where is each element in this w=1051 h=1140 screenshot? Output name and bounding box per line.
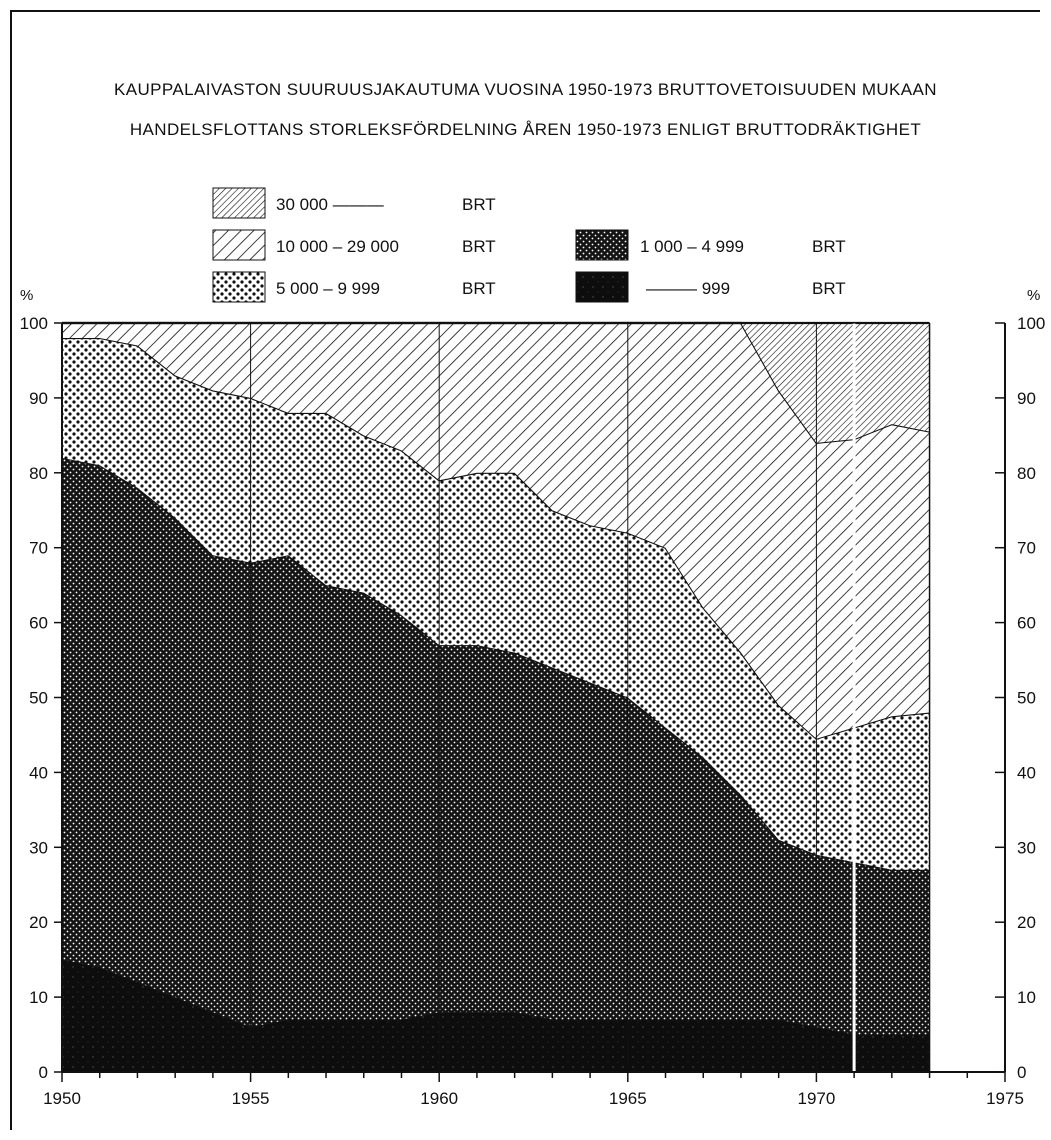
- y-tick-label-right: 30: [1017, 838, 1036, 857]
- area-10000-29000: [62, 323, 930, 739]
- x-tick-label: 1970: [797, 1089, 835, 1108]
- area-5000-9999: [62, 337, 930, 870]
- chart-frame: [10, 10, 1040, 1130]
- legend-unit-label: BRT: [462, 237, 496, 256]
- area-30000-plus: [62, 323, 930, 443]
- y-tick-label-right: 50: [1017, 689, 1036, 708]
- area-under-999: [62, 959, 930, 1072]
- y-unit-label-right: %: [1027, 287, 1040, 304]
- y-tick-label-left: 50: [29, 689, 48, 708]
- y-tick-label-left: 100: [20, 314, 48, 333]
- legend-swatch-hatch: [212, 229, 266, 261]
- y-tick-label-left: 30: [29, 838, 48, 857]
- year-gridlines: [250, 323, 856, 1072]
- y-tick-label-right: 60: [1017, 614, 1036, 633]
- chart-subtitle: HANDELSFLOTTANS STORLEKSFÖRDELNING ÅREN …: [129, 120, 922, 139]
- y-tick-label-left: 80: [29, 464, 48, 483]
- legend-range-label: 5 000 – 9 999: [276, 279, 380, 298]
- y-tick-label-right: 10: [1017, 988, 1036, 1007]
- y-unit-label-left: %: [20, 287, 33, 304]
- legend-swatch-solid: [575, 271, 629, 303]
- y-tick-label-right: 0: [1017, 1063, 1026, 1082]
- chart-title: KAUPPALAIVASTON SUURUUSJAKAUTUMA VUOSINA…: [114, 80, 937, 99]
- y-tick-label-right: 80: [1017, 464, 1036, 483]
- y-tick-label-left: 20: [29, 913, 48, 932]
- x-tick-label: 1960: [420, 1089, 458, 1108]
- legend-range-label: 10 000 – 29 000: [276, 237, 399, 256]
- y-tick-label-right: 20: [1017, 913, 1036, 932]
- x-tick-label: 1965: [609, 1089, 647, 1108]
- y-tick-label-left: 0: [39, 1063, 48, 1082]
- stacked-areas: [61, 321, 931, 1072]
- legend-swatch-dense-hatch: [212, 187, 266, 219]
- area-1000-4999: [62, 457, 930, 1035]
- legend-range-label: 1 000 – 4 999: [640, 237, 744, 256]
- legend-range-label: 30 000 ———: [276, 195, 384, 214]
- axes: 0 0 10 10 20 20 30 30 40 40 50 50 60 60 70 70 80 80 90 90 10…: [20, 287, 1046, 1108]
- y-tick-label-left: 10: [29, 988, 48, 1007]
- y-tick-label-right: 40: [1017, 763, 1036, 782]
- y-tick-label-right: 100: [1017, 314, 1045, 333]
- y-tick-label-left: 60: [29, 614, 48, 633]
- y-tick-label-left: 90: [29, 389, 48, 408]
- legend-swatch-dots: [212, 271, 266, 303]
- legend-unit-label: BRT: [462, 195, 496, 214]
- legend-unit-label: BRT: [462, 279, 496, 298]
- legend-unit-label: BRT: [812, 279, 846, 298]
- x-tick-label: 1955: [232, 1089, 270, 1108]
- legend-range-label: ——— 999: [646, 279, 730, 298]
- x-tick-label: 1975: [986, 1089, 1024, 1108]
- y-tick-label-left: 70: [29, 539, 48, 558]
- legend-swatch-dark-dots: [575, 229, 629, 261]
- x-tick-label: 1950: [43, 1089, 81, 1108]
- legend: 30 000 ——— BRT 10 000 – 29 000 BRT 5 000 – 9…: [212, 187, 846, 303]
- y-tick-label-right: 70: [1017, 539, 1036, 558]
- y-tick-label-left: 40: [29, 763, 48, 782]
- legend-unit-label: BRT: [812, 237, 846, 256]
- y-tick-label-right: 90: [1017, 389, 1036, 408]
